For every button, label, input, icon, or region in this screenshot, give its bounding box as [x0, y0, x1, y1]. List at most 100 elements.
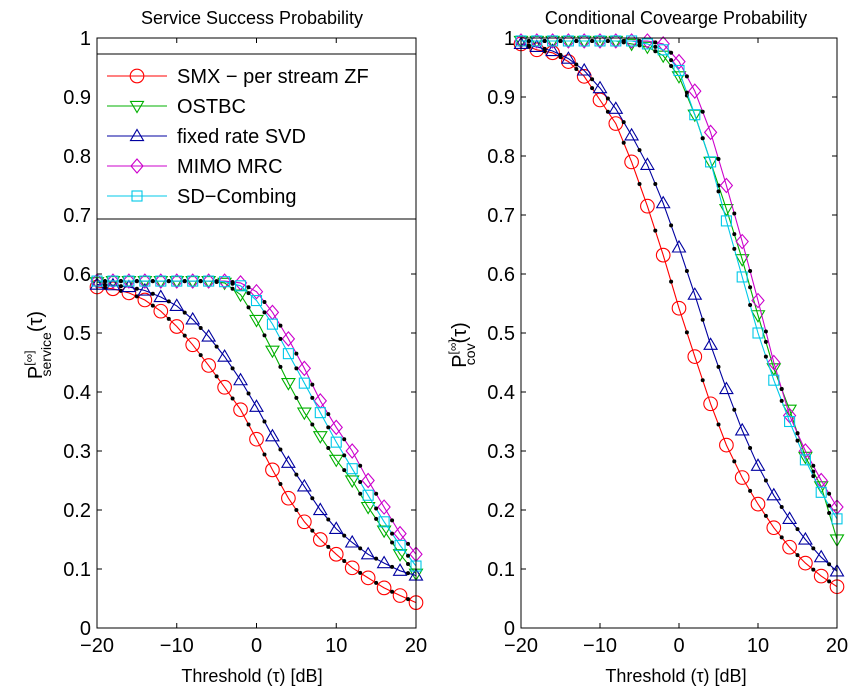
sim-point: [653, 182, 658, 187]
data-point: [139, 275, 151, 287]
data-point: [154, 273, 168, 289]
sim-point: [358, 491, 363, 496]
sim-point: [763, 513, 768, 518]
y-tick-label: 0.5: [487, 323, 515, 345]
sim-point: [621, 120, 626, 125]
data-point: [655, 247, 671, 263]
y-tick-label: 0: [80, 618, 91, 640]
y-tick-label: 0.1: [63, 559, 91, 581]
sim-point: [763, 478, 768, 483]
sim-point: [637, 40, 642, 45]
data-point: [671, 239, 687, 253]
data-point: [282, 348, 294, 360]
data-point: [813, 549, 829, 563]
data-point: [689, 109, 701, 121]
data-point: [624, 127, 640, 141]
x-axis-label: Threshold (τ) [dB]: [605, 666, 746, 686]
sim-point: [827, 510, 832, 515]
data-point: [264, 345, 280, 359]
data-point: [751, 292, 765, 309]
data-point: [377, 499, 391, 515]
sim-point: [374, 556, 379, 561]
y-tick-label: 0.4: [487, 382, 515, 404]
data-point: [345, 443, 359, 459]
legend-item-mimo-mrc: MIMO MRC: [107, 156, 283, 178]
y-tick-label: 0.6: [487, 264, 515, 286]
series-layer: [513, 33, 845, 595]
data-point: [562, 35, 574, 47]
data-point: [314, 407, 326, 419]
data-point: [346, 463, 358, 475]
chart-service-success: Service Success Probability Threshold (τ…: [22, 8, 427, 686]
y-axis-label-sub: service: [38, 332, 54, 377]
chart-title: Conditional Covearge Probability: [545, 8, 807, 28]
sim-point: [102, 282, 107, 287]
sim-point: [150, 291, 155, 296]
data-point: [578, 35, 590, 47]
y-tick-label: 0.8: [63, 146, 91, 168]
legend-item-sd-combing: SD−Combing: [107, 186, 297, 208]
sim-point: [278, 364, 283, 369]
data-point: [376, 580, 392, 596]
legend-label: MIMO MRC: [177, 156, 283, 178]
data-point: [766, 487, 782, 501]
data-point: [750, 458, 766, 471]
data-point: [688, 83, 702, 99]
data-point: [312, 532, 328, 547]
series-smx-per-stream-zf: [513, 36, 845, 595]
data-point: [217, 379, 232, 395]
legend: SMX − per stream ZF OSTBC fixed rate SVD MI…: [96, 53, 417, 220]
data-point: [296, 407, 312, 421]
sim-point: [374, 506, 379, 511]
sim-point: [605, 96, 610, 101]
data-point: [750, 310, 766, 323]
sim-point: [310, 528, 315, 533]
data-point: [201, 358, 216, 373]
data-point: [782, 511, 798, 524]
sim-point: [326, 517, 331, 522]
sim-point: [246, 305, 251, 310]
data-point: [217, 349, 233, 362]
sim-point: [827, 562, 832, 567]
sim-point: [748, 488, 753, 493]
sim-point: [230, 281, 235, 286]
plot-frame: [520, 37, 838, 629]
sim-point: [310, 395, 315, 400]
data-point: [545, 33, 560, 49]
data-point: [547, 35, 559, 47]
sim-point: [605, 109, 610, 114]
sim-point: [182, 279, 187, 284]
sim-point: [669, 58, 674, 63]
data-point: [782, 539, 797, 555]
sim-point: [326, 412, 331, 417]
sim-point: [684, 269, 689, 274]
data-point: [185, 311, 201, 325]
x-tick-label: −20: [80, 635, 114, 657]
sim-point: [732, 407, 737, 412]
sim-point: [732, 246, 737, 251]
sim-point: [605, 38, 610, 43]
sim-point: [294, 366, 299, 371]
data-point: [641, 38, 653, 50]
sim-point: [310, 422, 315, 427]
data-point: [799, 454, 811, 466]
data-point: [768, 374, 780, 386]
legend-label: fixed rate SVD: [177, 126, 306, 148]
y-tick-label: 0.7: [63, 205, 91, 227]
y-tick-label: 0.2: [487, 500, 515, 522]
sim-point: [811, 567, 816, 572]
sim-point: [811, 474, 816, 479]
data-point: [235, 280, 247, 292]
sim-point: [653, 40, 658, 45]
sim-point: [700, 136, 705, 141]
data-point: [687, 287, 703, 300]
sim-point: [342, 437, 347, 442]
data-point: [734, 470, 750, 485]
y-tick-label: 0.1: [487, 559, 515, 581]
sim-point: [262, 452, 267, 457]
data-point: [376, 525, 392, 539]
data-point: [703, 337, 719, 350]
data-point: [798, 555, 813, 571]
sim-point: [230, 286, 235, 291]
sim-point: [669, 64, 674, 69]
